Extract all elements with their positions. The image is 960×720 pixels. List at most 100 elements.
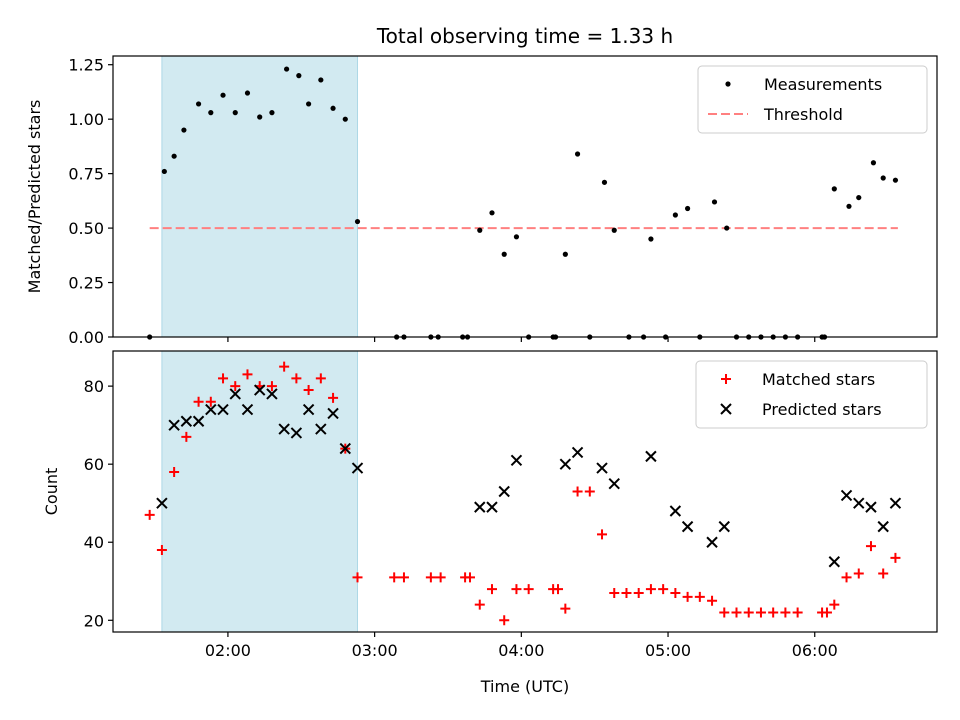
y-tick-label: 1.25: [68, 56, 104, 75]
series-predicted-stars: [156, 384, 902, 568]
data-point: [279, 361, 290, 372]
data-point: [648, 236, 654, 242]
axes-frame: [112, 350, 938, 633]
legend-marker-predicted: [720, 403, 732, 415]
data-point: [658, 584, 669, 595]
data-point: [242, 369, 253, 380]
data-point: [181, 127, 187, 133]
y-tick-label: 60: [84, 455, 104, 474]
data-point: [846, 203, 852, 209]
data-point: [670, 587, 681, 598]
data-point: [156, 545, 167, 556]
data-point: [724, 225, 730, 231]
highlight-span: [161, 350, 359, 633]
data-point: [601, 179, 608, 185]
data-point: [780, 607, 791, 618]
data-point: [351, 462, 364, 474]
data-point: [205, 396, 216, 407]
data-point: [229, 388, 241, 400]
data-point: [684, 205, 691, 212]
data-point: [553, 584, 564, 595]
data-point: [180, 415, 193, 427]
data-point: [328, 392, 339, 403]
y-tick-label: 0.75: [68, 165, 104, 184]
data-point: [244, 90, 251, 96]
data-point: [284, 66, 290, 72]
legend-box: [697, 65, 928, 134]
data-point: [302, 403, 315, 416]
data-point: [792, 607, 803, 618]
data-point: [511, 584, 522, 595]
data-point: [303, 385, 314, 396]
data-point: [168, 419, 180, 431]
legend: Matched stars Predicted stars: [695, 360, 928, 429]
data-point: [853, 568, 864, 579]
data-point: [694, 591, 705, 602]
data-point: [318, 77, 324, 83]
data-point: [389, 572, 400, 583]
data-point: [354, 218, 361, 225]
data-point: [330, 105, 336, 111]
data-point: [880, 175, 886, 181]
data-point: [156, 497, 168, 509]
data-point: [731, 607, 742, 618]
data-point: [208, 110, 214, 116]
data-point: [596, 462, 608, 474]
data-point: [597, 529, 608, 540]
data-point: [269, 110, 275, 116]
data-point: [829, 599, 840, 610]
data-point: [856, 194, 862, 201]
axes-frame: [112, 55, 938, 338]
data-point: [828, 556, 841, 568]
data-point: [609, 587, 620, 598]
data-point: [821, 607, 832, 618]
data-point: [144, 509, 155, 520]
x-tick-label: 02:00: [205, 641, 251, 660]
data-point: [499, 615, 510, 626]
data-point: [559, 458, 572, 470]
data-point: [865, 501, 877, 513]
data-point: [878, 568, 889, 579]
data-point: [560, 603, 571, 614]
x-axis-label: Time (UTC): [480, 677, 569, 696]
data-point: [220, 92, 226, 98]
legend-marker-matched: [721, 374, 731, 384]
data-point: [669, 505, 682, 517]
data-point: [232, 110, 238, 116]
data-point: [464, 572, 475, 583]
data-point: [278, 423, 290, 435]
data-point: [608, 477, 620, 490]
data-point: [315, 373, 326, 384]
data-point: [161, 168, 167, 175]
data-point: [435, 572, 446, 583]
data-point: [291, 373, 302, 384]
data-point: [306, 101, 312, 107]
y-axis-label: Count: [42, 468, 61, 516]
data-point: [718, 520, 730, 533]
legend-label: Matched stars: [762, 370, 875, 389]
data-point: [513, 234, 520, 240]
data-point: [327, 407, 339, 420]
legend-marker-measurement: [725, 81, 731, 87]
data-point: [584, 486, 595, 497]
data-point: [768, 607, 779, 618]
data-point: [217, 403, 229, 416]
chart-title: Total observing time = 1.33 h: [376, 24, 673, 48]
data-point: [510, 454, 523, 466]
data-point: [853, 497, 865, 509]
legend-label: Measurements: [764, 75, 882, 94]
data-point: [193, 396, 204, 407]
data-point: [870, 160, 877, 166]
series-matched-stars: [144, 361, 901, 626]
data-point: [474, 599, 485, 610]
data-point: [342, 116, 348, 122]
data-point: [486, 584, 497, 595]
top-plot: 0.00 0.25 0.50 0.75 1.00 1.25 Matched/Predicte…: [25, 55, 938, 347]
data-point: [707, 595, 718, 606]
data-point: [253, 384, 266, 396]
data-point: [425, 572, 436, 583]
data-point: [290, 427, 303, 439]
data-point: [755, 607, 766, 618]
y-tick-label: 1.00: [68, 110, 104, 129]
data-point: [889, 497, 902, 509]
